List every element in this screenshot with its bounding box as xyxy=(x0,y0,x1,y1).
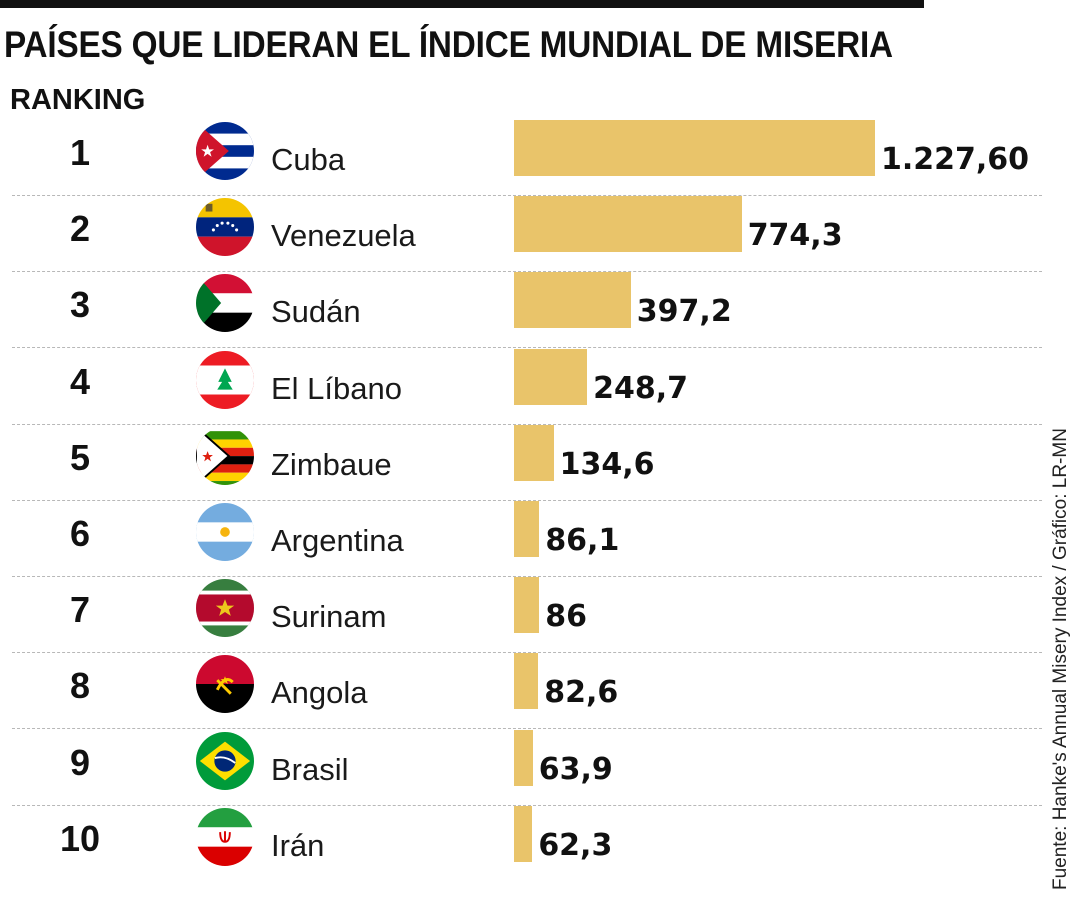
row-separator xyxy=(12,347,1042,349)
rank-label: 2 xyxy=(69,208,91,250)
value-label: 134,6 xyxy=(559,446,655,482)
category-label: Cuba xyxy=(271,142,346,177)
rank-label: 7 xyxy=(69,589,91,631)
bar xyxy=(514,424,554,481)
argentina-flag-icon xyxy=(196,503,254,561)
rank-label: 4 xyxy=(69,360,91,402)
rank-label: 10 xyxy=(59,817,101,859)
row-separator xyxy=(12,728,1042,730)
category-label: Sudán xyxy=(271,294,361,330)
brazil-flag-icon xyxy=(196,731,254,790)
value-label: 1.227,60 xyxy=(881,142,1030,177)
bar-row: 2 Venezuela 774,3 xyxy=(0,196,1042,273)
bar xyxy=(514,577,540,634)
venezuela-flag-icon xyxy=(196,198,254,257)
chart-subtitle: RANKING xyxy=(10,84,146,116)
bar xyxy=(514,120,875,176)
category-label: Angola xyxy=(271,675,368,711)
category-label: Zimbaue xyxy=(271,446,392,482)
rank-label: 6 xyxy=(69,513,91,554)
lebanon-flag-icon xyxy=(196,350,254,409)
value-label: 86,1 xyxy=(545,523,620,558)
value-label: 774,3 xyxy=(747,218,843,254)
bar-row: 8 Angola 82,6 xyxy=(0,653,1042,730)
bar xyxy=(514,348,588,405)
row-separator xyxy=(12,652,1042,654)
bar xyxy=(514,729,533,786)
top-rule xyxy=(0,0,924,8)
bar xyxy=(514,501,540,557)
bar xyxy=(514,805,533,862)
bar xyxy=(514,653,539,710)
bar-row: 5 Zimbaue 134,6 xyxy=(0,424,1042,501)
row-separator xyxy=(12,804,1042,806)
value-label: 62,3 xyxy=(538,827,613,863)
value-label: 63,9 xyxy=(538,751,613,787)
bar xyxy=(514,196,742,253)
rank-label: 5 xyxy=(69,436,91,478)
category-label: Brasil xyxy=(271,751,349,787)
bar-row: 9 Brasil 63,9 xyxy=(0,729,1042,806)
suriname-flag-icon xyxy=(196,579,254,638)
bar-row: 1 Cuba 1.227,60 xyxy=(0,120,1042,196)
row-separator xyxy=(12,271,1042,273)
row-separator xyxy=(12,576,1042,577)
category-label: Surinam xyxy=(271,599,387,635)
rank-label: 3 xyxy=(69,284,91,326)
row-separator xyxy=(12,195,1042,196)
category-label: Irán xyxy=(271,827,325,863)
value-label: 397,2 xyxy=(636,294,732,330)
value-label: 248,7 xyxy=(593,370,689,406)
cuba-flag-icon xyxy=(196,122,254,180)
row-separator xyxy=(12,499,1042,501)
sudan-flag-icon xyxy=(196,274,254,333)
category-label: El Líbano xyxy=(271,370,402,406)
bar-row: 7 Surinam 86 xyxy=(0,577,1042,654)
zimbabwe-flag-icon xyxy=(196,426,254,485)
category-label: Argentina xyxy=(271,523,404,558)
bar-row: 6 Argentina 86,1 xyxy=(0,501,1042,577)
chart-title: PAÍSES QUE LIDERAN EL ÍNDICE MUNDIAL DE … xyxy=(4,24,893,65)
value-label: 82,6 xyxy=(544,675,619,711)
source-note: Fuente: Hanke's Annual Misery Index / Gr… xyxy=(1050,428,1071,890)
bar-row: 3 Sudán 397,2 xyxy=(0,272,1042,349)
bar xyxy=(514,272,631,329)
angola-flag-icon xyxy=(196,655,254,714)
iran-flag-icon xyxy=(196,807,254,866)
bar-row: 4 El Líbano 248,7 xyxy=(0,348,1042,425)
row-separator xyxy=(12,423,1042,425)
rank-label: 8 xyxy=(69,665,91,707)
rank-label: 1 xyxy=(69,132,91,173)
rank-label: 9 xyxy=(69,741,91,783)
category-label: Venezuela xyxy=(271,218,416,254)
bar-row: 10 Irán 62,3 xyxy=(0,805,1040,882)
value-label: 86 xyxy=(545,599,588,635)
